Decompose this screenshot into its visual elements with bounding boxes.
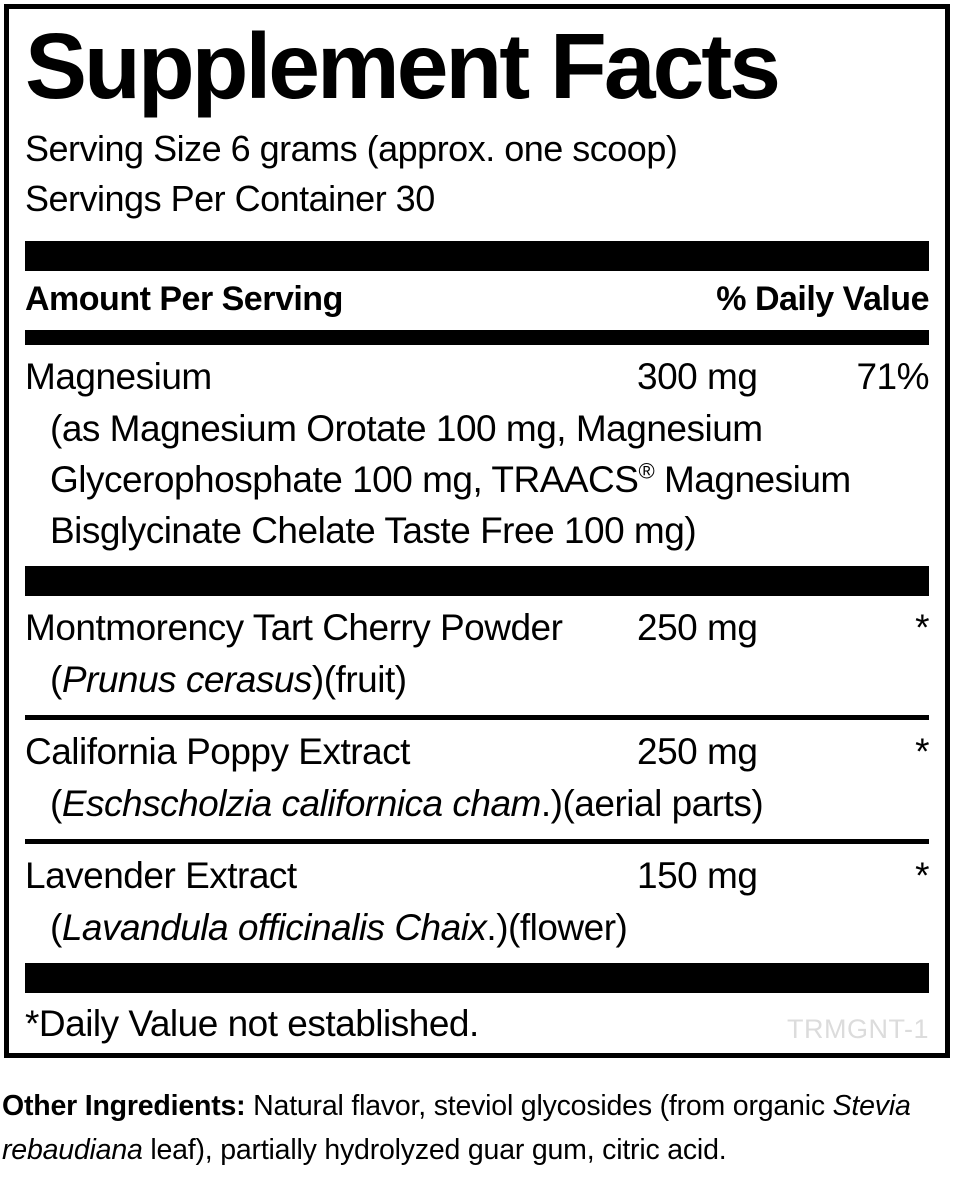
daily-value-footnote: *Daily Value not established. [25,1003,479,1045]
nutrient-name: Montmorency Tart Cherry Powder [25,606,563,648]
botanical-source: (Lavandula officinalis Chaix.)(flower) [25,900,929,963]
nutrient-section-lavender: Lavender Extract 150 mg * (Lavandula off… [25,844,930,963]
separator-bar-thin [25,839,929,845]
nutrient-section-tart-cherry: Montmorency Tart Cherry Powder 250 mg * … [25,596,930,715]
other-ingredients-text-1: Natural flavor, steviol glycosides (from… [253,1090,825,1123]
supplement-facts-panel: Supplement Facts Serving Size 6 grams (a… [4,4,950,1059]
other-ingredients-text-2: leaf), partially hydrolyzed guar gum, ci… [150,1134,727,1167]
nutrient-daily-value: * [915,731,929,773]
nutrient-row: Montmorency Tart Cherry Powder 250 mg * [25,596,930,652]
nutrient-daily-value: * [915,606,929,648]
paren-open: ( [50,658,62,700]
source-line-3: Bisglycinate Chelate Taste Free 100 mg) [50,509,697,551]
botanical-latin-name: Lavandula officinalis Chaix [61,907,487,949]
stevia-latin-name: Stevia rebaudiana [2,1090,911,1167]
separator-bar-thick [25,565,929,596]
other-ingredients-label: Other Ingredients: [2,1090,246,1123]
nutrient-name: Lavender Extract [25,855,297,897]
botanical-source: (Prunus cerasus)(fruit) [25,652,929,715]
nutrient-amount: 150 mg [637,855,758,897]
nutrient-daily-value: 71% [856,355,929,397]
botanical-latin-name: Eschscholzia californica cham [61,783,542,825]
paren-open: ( [50,907,62,949]
nutrient-daily-value: * [915,855,929,897]
nutrient-amount: 250 mg [637,731,758,773]
nutrient-source-description: (as Magnesium Orotate 100 mg, Magnesium … [25,401,929,566]
product-code: TRMGNT-1 [787,1014,929,1045]
percent-daily-value-header: % Daily Value [716,279,929,318]
botanical-source: (Eschscholzia californica cham.)(aerial … [25,776,929,839]
source-line-2-text-after: Magnesium [663,458,851,500]
nutrient-section-magnesium: Magnesium 300 mg 71% (as Magnesium Orota… [25,345,930,566]
nutrient-amount: 250 mg [637,606,758,648]
footnote-row: *Daily Value not established. TRMGNT-1 [25,993,929,1053]
source-line-2: Glycerophosphate 100 mg, TRAACS® Magnesi… [50,454,929,505]
other-ingredients: Other Ingredients: Natural flavor, stevi… [2,1084,952,1172]
panel-title: Supplement Facts [25,14,781,118]
separator-bar-thick [25,963,929,994]
serving-size: Serving Size 6 grams (approx. one scoop) [25,127,678,169]
separator-bar-thin [25,715,929,721]
amount-per-serving-header: Amount Per Serving [25,279,343,318]
nutrient-row: Lavender Extract 150 mg * [25,844,930,900]
separator-bar-thick [25,240,929,271]
nutrient-name: California Poppy Extract [25,731,410,773]
nutrient-section-california-poppy: California Poppy Extract 250 mg * (Eschs… [25,720,930,839]
source-line-2-text: Glycerophosphate 100 mg, TRAACS [50,458,639,500]
nutrient-row: California Poppy Extract 250 mg * [25,720,930,776]
paren-open: ( [50,783,62,825]
servings-per-container: Servings Per Container 30 [25,178,435,220]
nutrient-name: Magnesium [25,355,212,397]
serving-info: Serving Size 6 grams (approx. one scoop)… [25,124,929,225]
botanical-plant-part: )(fruit) [311,658,407,700]
column-header-row: Amount Per Serving % Daily Value [25,271,929,330]
nutrient-amount: 300 mg [637,355,758,397]
botanical-plant-part: .)(aerial parts) [540,783,764,825]
registered-trademark-symbol: ® [638,458,655,484]
nutrient-row: Magnesium 300 mg 71% [25,345,930,401]
botanical-plant-part: .)(flower) [486,907,628,949]
separator-bar-medium [25,329,929,345]
botanical-latin-name: Prunus cerasus [61,658,313,700]
source-line-1: (as Magnesium Orotate 100 mg, Magnesium [50,407,763,449]
